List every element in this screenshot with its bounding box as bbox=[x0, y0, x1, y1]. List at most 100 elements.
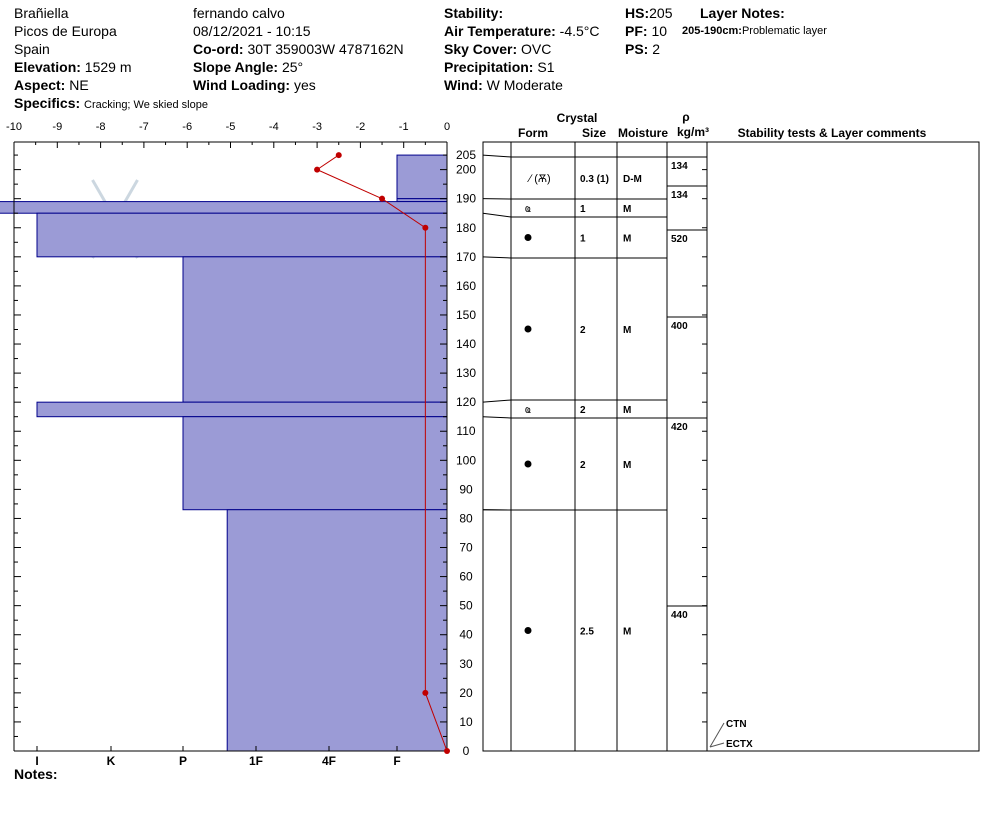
temp-tick-label: -8 bbox=[96, 121, 106, 133]
hs-value: 205 bbox=[649, 5, 673, 21]
pf-value: 10 bbox=[651, 23, 668, 39]
grain-size: 2 bbox=[580, 460, 586, 471]
wind-row: Wind: W Moderate bbox=[444, 77, 563, 93]
layer-table-frame bbox=[482, 141, 980, 752]
specifics-value: Cracking; We skied slope bbox=[84, 99, 208, 111]
table-header: Crystal bbox=[557, 111, 598, 125]
moisture: M bbox=[623, 234, 631, 245]
grain-size: 1 bbox=[580, 204, 586, 215]
hardness-bar-7 bbox=[226, 509, 448, 752]
height-tick-label: 40 bbox=[459, 628, 473, 642]
table-header: Size bbox=[582, 126, 606, 140]
table-header: Stability tests & Layer comments bbox=[738, 126, 927, 140]
ps-row: PS: 2 bbox=[625, 41, 661, 57]
table-header: ρ bbox=[682, 110, 689, 124]
aspect-value: NE bbox=[69, 77, 89, 93]
temp-tick-label: -1 bbox=[399, 121, 409, 133]
temp-tick-label: -7 bbox=[139, 121, 149, 133]
grain-form-hoar-icon: ҩ bbox=[525, 203, 531, 215]
layer-connector bbox=[482, 416, 512, 419]
layer-connector bbox=[482, 212, 512, 218]
layer-connector bbox=[482, 154, 512, 158]
grain-size: 2 bbox=[580, 405, 586, 416]
density-value: 520 bbox=[671, 234, 688, 245]
test-pointer bbox=[709, 742, 725, 748]
location-line-3: Spain bbox=[14, 41, 50, 57]
temp-tick-label: -6 bbox=[182, 121, 192, 133]
density-value: 420 bbox=[671, 422, 688, 433]
hardness-label: K bbox=[107, 754, 116, 768]
coord-value: 30T 359003W 4787162N bbox=[247, 41, 404, 57]
hardness-label: 4F bbox=[322, 754, 336, 768]
temperature-line bbox=[316, 154, 448, 752]
notes-label: Notes: bbox=[14, 766, 58, 782]
temp-tick-label: -9 bbox=[52, 121, 62, 133]
aspect-row: Aspect: NE bbox=[14, 77, 89, 93]
grain-form-melt-icon bbox=[524, 325, 532, 333]
pf-row: PF: 10 bbox=[625, 23, 668, 39]
datetime: 08/12/2021 - 10:15 bbox=[193, 23, 311, 39]
height-tick-label: 160 bbox=[456, 279, 476, 293]
temp-tick-label: -4 bbox=[269, 121, 279, 133]
moisture: M bbox=[623, 627, 631, 638]
grain-form-precip-icon: ∕ (Ѫ) bbox=[526, 173, 550, 185]
height-tick-label: 200 bbox=[456, 163, 476, 177]
height-tick-label: 180 bbox=[456, 221, 476, 235]
temp-tick-label: -5 bbox=[226, 121, 236, 133]
moisture: M bbox=[623, 405, 631, 416]
specifics-row: Specifics: Cracking; We skied slope bbox=[14, 95, 208, 111]
temperature-point bbox=[422, 224, 429, 231]
hardness-bar-4 bbox=[182, 256, 448, 403]
temp-tick-label: -2 bbox=[356, 121, 366, 133]
slope-row: Slope Angle: 25° bbox=[193, 59, 304, 75]
height-tick-label: 140 bbox=[456, 337, 476, 351]
layer-connector bbox=[482, 399, 512, 403]
temperature-point bbox=[379, 195, 386, 202]
hardness-bar-3 bbox=[36, 212, 448, 258]
coord-row: Co-ord: 30T 359003W 4787162N bbox=[193, 41, 404, 57]
layer-note: 205-190cm:Problematic layer bbox=[682, 22, 827, 40]
height-tick-label: 130 bbox=[456, 366, 476, 380]
height-tick-label: 20 bbox=[459, 686, 473, 700]
height-tick-label: 70 bbox=[459, 541, 473, 555]
density-value: 440 bbox=[671, 610, 688, 621]
moisture: D-M bbox=[623, 174, 642, 185]
stability-test-label: CTN bbox=[726, 719, 747, 730]
hs-row: HS:205 bbox=[625, 5, 673, 21]
stability-test-label: ECTX bbox=[726, 739, 753, 750]
precip-value: S1 bbox=[537, 59, 555, 75]
moisture: M bbox=[623, 204, 631, 215]
elevation-value: 1529 m bbox=[84, 59, 132, 75]
hardness-bar-0 bbox=[396, 154, 448, 200]
hardness-label: F bbox=[393, 754, 400, 768]
grain-form-hoar-icon: ҩ bbox=[525, 404, 531, 416]
air-temp-value: -4.5°C bbox=[559, 23, 600, 39]
elevation-row: Elevation: 1529 m bbox=[14, 59, 132, 75]
height-tick-label: 10 bbox=[459, 715, 473, 729]
height-tick-label: 90 bbox=[459, 482, 473, 496]
height-tick-label: 205 bbox=[456, 148, 476, 162]
hardness-label: I bbox=[35, 754, 38, 768]
table-header: kg/m³ bbox=[677, 125, 709, 139]
temp-tick-label: -3 bbox=[312, 121, 322, 133]
slope-value: 25° bbox=[281, 59, 304, 75]
temp-tick-label: -10 bbox=[6, 121, 22, 133]
test-pointer bbox=[709, 722, 725, 748]
hardness-label: 1F bbox=[249, 754, 263, 768]
hardness-bar-5 bbox=[36, 401, 448, 418]
height-tick-label: 170 bbox=[456, 250, 476, 264]
table-header: Moisture bbox=[618, 126, 668, 140]
height-tick-label: 30 bbox=[459, 657, 473, 671]
moisture: M bbox=[623, 325, 631, 336]
height-tick-label: 60 bbox=[459, 570, 473, 584]
height-tick-label: 80 bbox=[459, 511, 473, 525]
temperature-point bbox=[444, 748, 450, 754]
table-header: Form bbox=[518, 126, 548, 140]
grain-form-melt-icon bbox=[524, 627, 532, 634]
wind-loading-value: yes bbox=[293, 77, 316, 93]
grain-size: 1 bbox=[580, 234, 586, 245]
temperature-point bbox=[314, 166, 321, 173]
density-value: 134 bbox=[671, 161, 688, 172]
grain-form-melt-icon bbox=[524, 460, 532, 468]
precip-row: Precipitation: S1 bbox=[444, 59, 555, 75]
